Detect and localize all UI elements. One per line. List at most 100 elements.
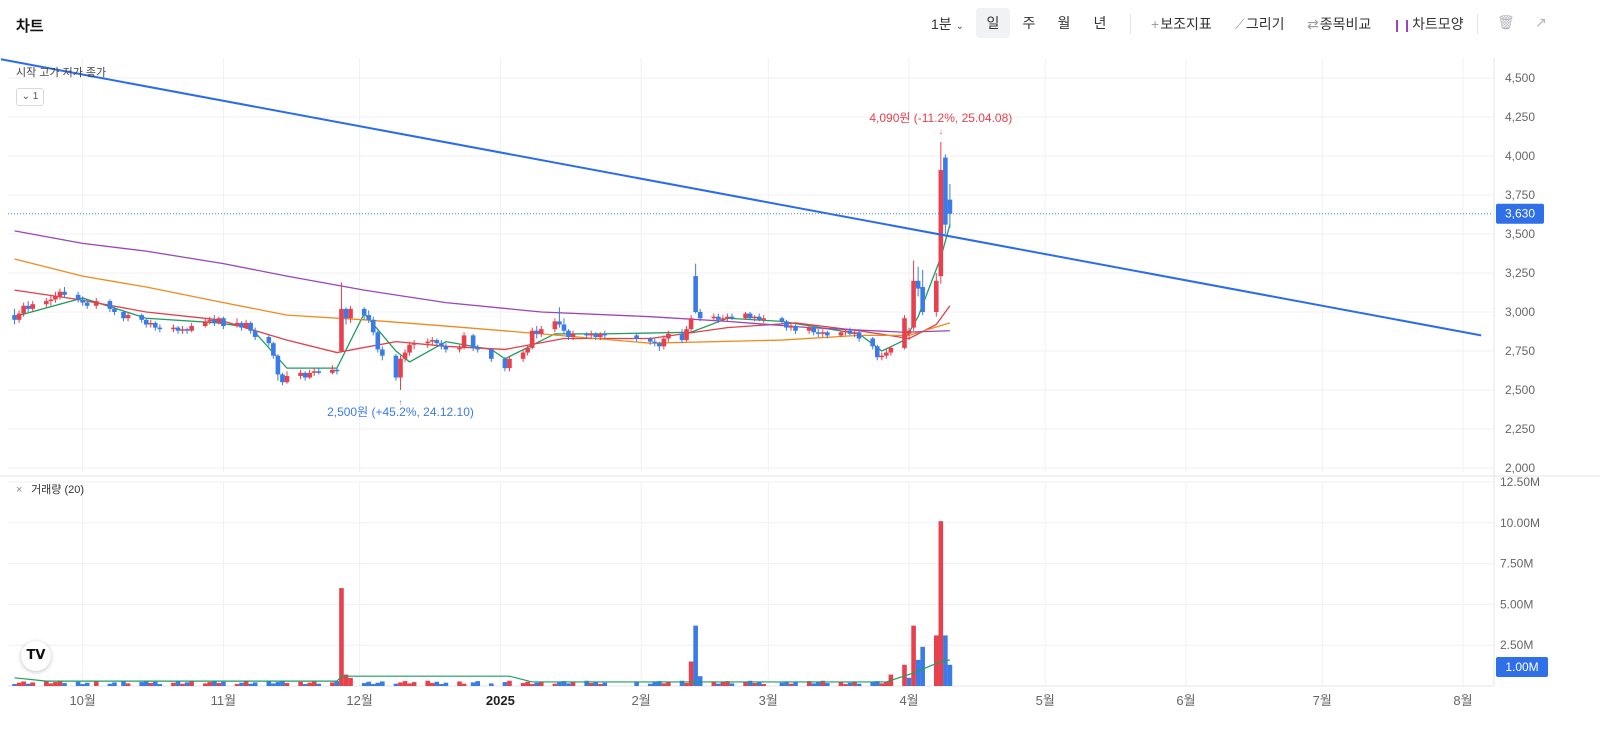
trash-icon[interactable]: 🗑 [1497, 14, 1515, 30]
chevron-down-icon: ⌄ [955, 21, 964, 32]
ma-toggle-label: 1 [32, 91, 39, 102]
volume-bar [920, 646, 925, 686]
candle-body [457, 347, 462, 350]
volume-bar [425, 680, 431, 686]
candle-body [570, 333, 576, 337]
compare-button[interactable]: ⇄종목비교 [1307, 14, 1371, 34]
candle-body [366, 315, 372, 320]
candle-body [756, 316, 762, 320]
time-tick-label: 2025 [486, 693, 515, 708]
tradingview-logo[interactable]: TV [21, 641, 51, 671]
candle-body [557, 321, 562, 325]
candle-body [725, 316, 730, 319]
volume-bar [852, 681, 857, 686]
indicator-label: 보조지표 [1160, 16, 1212, 32]
volume-bar [557, 682, 562, 686]
time-tick-label: 7월 [1313, 693, 1332, 708]
time-tick-label: 2월 [632, 693, 651, 708]
candle-body [153, 322, 158, 328]
candle-body [838, 332, 844, 336]
volume-bar [561, 681, 567, 686]
interval-dropdown[interactable]: 1분 ⌄ [931, 14, 964, 34]
candle-body [184, 329, 190, 331]
volume-bar [316, 683, 322, 686]
tab-period-day[interactable]: 일 [976, 8, 1010, 38]
indicator-button[interactable]: +보조지표 [1151, 14, 1212, 34]
candle-body [852, 332, 857, 334]
low-price-marker: ↑ [398, 398, 402, 407]
candle-body [125, 315, 131, 319]
candle-body [202, 321, 208, 327]
candle-body [44, 301, 49, 305]
tab-period-month[interactable]: 월 [1057, 15, 1071, 31]
compare-label: 종목비교 [1319, 16, 1372, 32]
candle-body [534, 330, 540, 334]
chart-style-button[interactable]: ❙❙차트모양 [1392, 14, 1464, 34]
tab-period-year[interactable]: 년 [1093, 15, 1107, 31]
volume-bar [221, 681, 226, 686]
draw-button[interactable]: ⟋그리기 [1235, 14, 1284, 34]
volume-bar [602, 682, 608, 686]
candle-body [393, 355, 399, 378]
volume-bar [139, 682, 144, 686]
volume-bar [266, 681, 272, 686]
draw-label: 그리기 [1245, 16, 1285, 32]
volume-bar [366, 681, 372, 686]
time-tick-label: 6월 [1176, 693, 1195, 708]
price-ma-line [14, 230, 950, 333]
collapse-icon[interactable]: ↗ [1535, 14, 1547, 30]
candle-body [248, 322, 253, 331]
volume-bar [407, 683, 412, 686]
volume-bar [402, 681, 408, 686]
volume-bar [53, 682, 58, 686]
price-ma-line [14, 289, 951, 354]
volume-bar [370, 684, 376, 686]
candle-body [143, 319, 149, 325]
volume-bar [307, 682, 312, 686]
volume-bar [330, 682, 335, 686]
chevron-down-icon: ⌄ [21, 91, 31, 102]
volume-bar [825, 683, 830, 686]
candle-body [502, 358, 508, 369]
tab-period-week[interactable]: 주 [1022, 15, 1036, 31]
volume-bar [93, 681, 99, 686]
volume-bar [57, 680, 63, 686]
candle-body [847, 330, 853, 334]
volume-bar [552, 683, 558, 686]
candle-body [879, 355, 885, 358]
candle-body [53, 296, 58, 300]
volume-bar [756, 681, 762, 686]
candle-body [661, 338, 667, 347]
volume-bar [507, 680, 512, 686]
volume-bar [529, 684, 535, 686]
volume-bar [711, 681, 717, 686]
candle-body [311, 371, 317, 373]
price-tick-label: 3,250 [1505, 266, 1535, 280]
candle-body [652, 341, 658, 344]
ma-legend-toggle[interactable]: ⌄ 1 [16, 88, 44, 106]
close-icon[interactable]: × [16, 484, 23, 496]
candle-body [602, 333, 608, 336]
price-tick-label: 3,000 [1505, 305, 1535, 319]
time-tick-label: 11월 [211, 693, 236, 708]
volume-bar [461, 683, 467, 686]
candle-body [348, 308, 353, 319]
candle-body [370, 319, 376, 333]
candle-body [588, 333, 594, 336]
current-volume-label: 1.00M [1505, 660, 1538, 674]
volume-bar [584, 680, 589, 686]
volume-bar [874, 681, 880, 686]
volume-bar [906, 677, 912, 686]
candle-body [243, 322, 249, 328]
volume-bar [439, 684, 444, 686]
volume-bar [911, 625, 916, 686]
candle-body [679, 333, 685, 341]
candle-body [711, 316, 717, 319]
volume-bar [298, 681, 303, 686]
candle-body [529, 330, 535, 348]
candle-body [307, 372, 312, 378]
volume-bar [847, 682, 853, 686]
volume-bar [684, 683, 689, 686]
volume-bar [125, 683, 131, 686]
